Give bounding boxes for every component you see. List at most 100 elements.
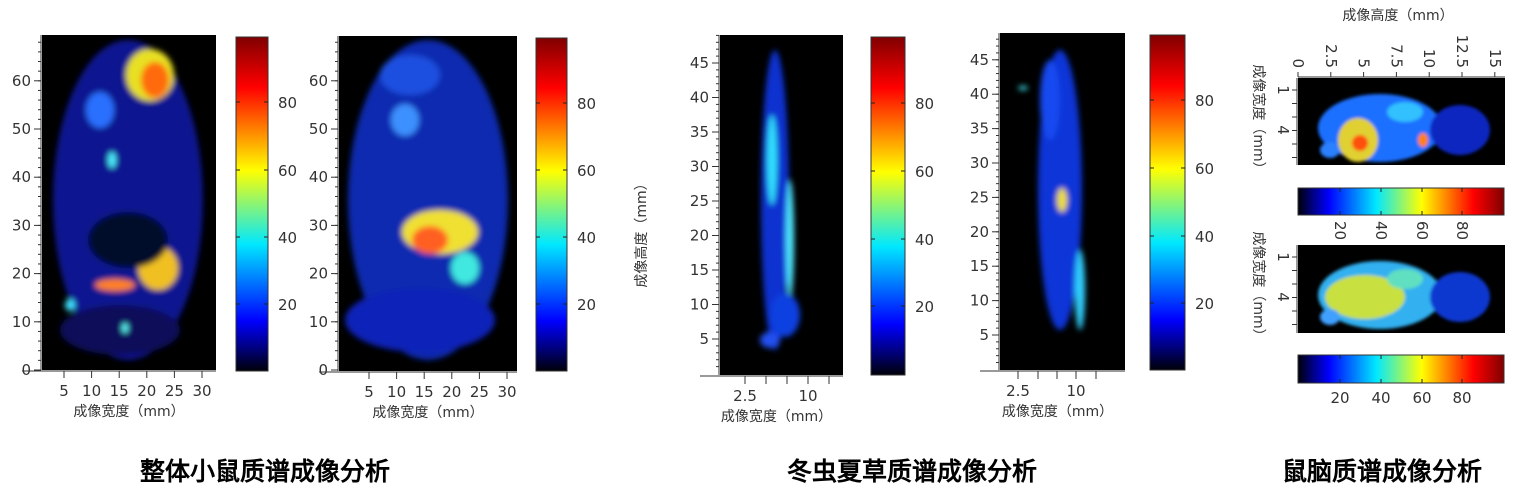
y-tick-label: 5 [699,330,709,348]
y-tick-label: 10 [690,296,709,314]
intensity-region [391,104,419,136]
heatmap-panel-2 [319,36,568,379]
colorbar-tick-label: 60 [278,162,297,180]
y-tick-label: 20 [12,265,31,283]
y-tick-label: 4 [1274,125,1292,135]
intensity-region [380,55,440,95]
y-tick-label: 5 [979,326,989,344]
x-axis-label: 成像宽度（mm） [372,404,483,421]
intensity-region [761,50,789,350]
y-tick-label: 0 [318,361,328,379]
intensity-region [1075,250,1085,330]
intensity-distribution [760,50,800,350]
x-axis-label: 成像宽度（mm） [721,408,832,425]
colorbar-tick-label: 40 [577,229,596,247]
intensity-region [1057,188,1067,212]
y-tick-label: 0 [21,361,31,379]
intensity-region [1430,105,1490,155]
y-tick-label: 20 [970,223,989,241]
intensity-region [767,115,777,205]
heatmap-panel-4 [980,33,1186,379]
y-tick-label: 1 [1274,85,1292,95]
intensity-region [1040,60,1060,140]
x-tick-label: 10 [798,387,817,405]
intensity-region [1320,142,1340,158]
x-tick-label: 5 [59,382,69,400]
intensity-region [451,252,479,284]
x-tick-label: 25 [165,382,184,400]
x-tick-label: 2.5 [1006,382,1030,400]
colorbar-tick-label: 20 [915,298,934,316]
y-tick-label: 4 [1274,292,1292,302]
colorbar [235,36,269,372]
colorbar [1297,354,1505,384]
y-tick-label: 25 [970,188,989,206]
x-tick-label: 15 [415,383,434,401]
x-tick-label: 15 [1486,49,1504,68]
title-mouse-brain: 鼠脑质谱成像分析 [1281,457,1483,486]
intensity-distribution [345,40,508,360]
x-tick-label: 20 [442,383,461,401]
x-tick-label: 5 [1355,58,1373,68]
y-tick-label: 40 [690,89,709,107]
colorbar-tick-label: 40 [915,231,934,249]
intensity-region [1325,275,1405,319]
intensity-region [786,180,794,300]
colorbar-tick-label: 80 [1195,92,1214,110]
colorbar-tick-label: 80 [1453,221,1471,240]
intensity-region [60,305,180,355]
y-tick-label: 35 [690,123,709,141]
x-axis-label: 成像宽度（mm） [73,403,184,420]
intensity-distribution [1318,261,1490,329]
colorbar [535,37,568,372]
intensity-region [770,293,800,337]
y-tick-label: 40 [12,168,31,186]
intensity-region [1387,102,1423,122]
intensity-region [1320,309,1340,325]
x-tick-label: 20 [137,382,156,400]
x-tick-label: 25 [470,383,489,401]
colorbar-tick-label: 60 [1195,160,1214,178]
intensity-region [345,288,495,352]
intensity-distribution [1018,50,1085,330]
colorbar-tick-label: 20 [577,296,596,314]
colorbar-tick-label: 40 [1371,389,1390,407]
intensity-region [1018,86,1028,90]
colorbar-tick-label: 60 [1412,389,1431,407]
x-axis-label: 成像高度（mm） [1342,7,1453,24]
x-tick-label: 30 [192,382,211,400]
colorbar-tick-label: 40 [1195,228,1214,246]
intensity-region [1387,269,1423,289]
y-tick-label: 50 [309,120,328,138]
intensity-distribution [1318,94,1490,162]
colorbar-tick-label: 40 [1372,221,1390,240]
x-tick-label: 10 [387,383,406,401]
colorbar-tick-label: 80 [577,95,596,113]
x-tick-label: 5 [364,383,374,401]
x-axis-label: 成像宽度（mm） [1002,403,1113,420]
y-tick-label: 30 [690,158,709,176]
colorbar-tick-label: 80 [1452,389,1471,407]
intensity-region [1418,133,1428,147]
colorbar-tick-label: 80 [278,94,297,112]
y-tick-label: 45 [970,51,989,69]
colorbar-tick-label: 20 [1331,221,1349,240]
intensity-region [1430,272,1490,322]
brain-heatmap-panel-2 [1292,245,1505,384]
colorbar-tick-label: 20 [1195,295,1214,313]
y-tick-label: 50 [12,120,31,138]
heatmap-panel-1 [22,35,269,378]
intensity-region [108,152,116,168]
y-tick-label: 1 [1274,252,1292,262]
intensity-region [141,62,169,98]
intensity-distribution [53,40,203,360]
x-tick-label: 10 [1420,49,1438,68]
intensity-region [65,299,75,311]
y-tick-label: 15 [690,261,709,279]
brain-heatmap-panel-1 [1292,72,1505,216]
y-tick-label: 20 [690,227,709,245]
colorbar-tick-label: 60 [1413,221,1431,240]
x-tick-label: 30 [497,383,516,401]
colorbar-tick-label: 20 [278,296,297,314]
y-tick-label: 15 [970,257,989,275]
